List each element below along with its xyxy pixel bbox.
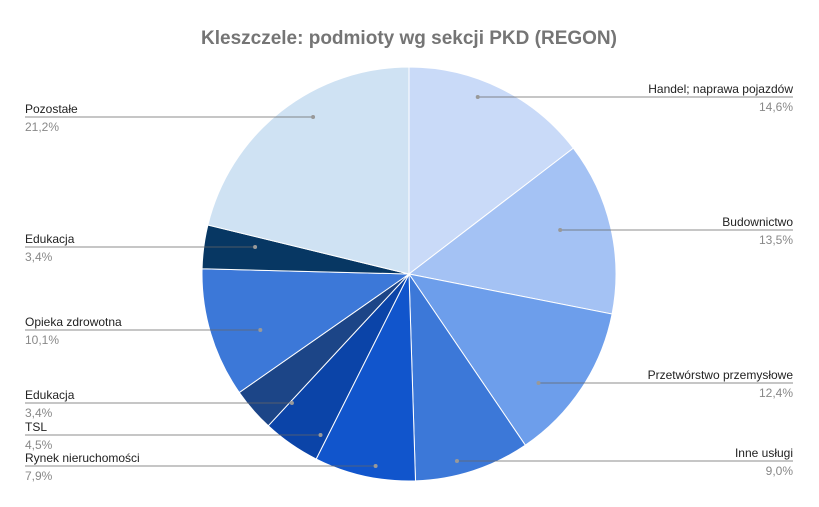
slice-label: Rynek nieruchomości (25, 451, 140, 465)
pie-slice (207, 66, 410, 275)
pie-slice (408, 272, 527, 482)
slice-value-label: 12,4% (759, 386, 793, 400)
slice-label: Opieka zdrowotna (25, 315, 122, 329)
slice-label: TSL (25, 420, 47, 434)
slice-label: Handel; naprawa pojazdów (648, 82, 793, 96)
pie-slice (407, 273, 613, 446)
leader-dot (253, 245, 258, 249)
slice-value-label: 3,4% (25, 406, 53, 420)
leader-dot (454, 459, 459, 463)
leader-dot (258, 328, 263, 332)
slice-value-label: 21,2% (25, 120, 59, 134)
slice-label: Przetwórstwo przemysłowe (648, 368, 794, 382)
slice-value-label: 10,1% (25, 333, 59, 347)
leader-dot (536, 381, 541, 385)
chart-title: Kleszczele: podmioty wg sekcji PKD (REGO… (201, 28, 617, 49)
pie-slice (315, 273, 417, 482)
leader-dot (289, 401, 294, 405)
leader-dot (373, 464, 378, 468)
leader-dot (475, 95, 480, 99)
slice-value-label: 7,9% (25, 469, 53, 483)
slice-label: Inne usługi (735, 446, 793, 460)
leader-dot (558, 228, 563, 232)
slice-value-label: 9,0% (766, 464, 794, 478)
pie-slice (408, 66, 575, 276)
slice-label: Budownictwo (722, 215, 793, 229)
slice-value-label: 14,6% (759, 100, 793, 114)
slice-value-label: 13,5% (759, 233, 793, 247)
slice-label: Edukacja (25, 388, 75, 402)
slice-value-label: 3,4% (25, 250, 53, 264)
slice-value-label: 4,5% (25, 438, 53, 452)
slice-label: Pozostałe (25, 102, 78, 116)
leader-dot (318, 433, 323, 437)
leader-dot (311, 115, 316, 119)
slice-label: Edukacja (25, 232, 75, 246)
pie-slice (201, 268, 411, 394)
pie-slice (407, 147, 617, 315)
